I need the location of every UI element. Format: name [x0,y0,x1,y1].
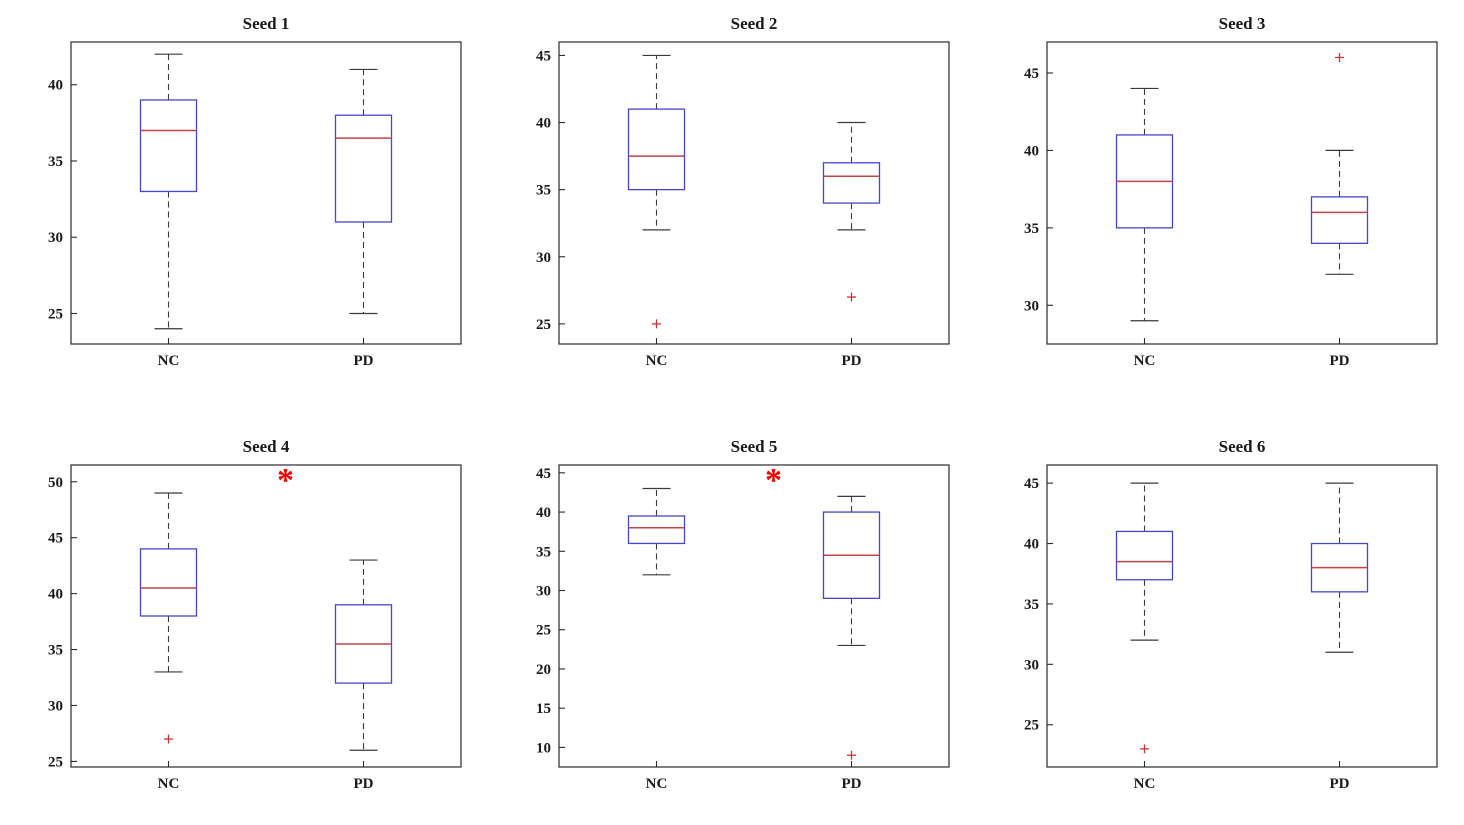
y-tick-label: 45 [536,466,551,482]
subplot-seed-5: Seed 5 10 15 20 25 30 35 40 45 NC PD * [536,437,950,792]
plot-axes [558,41,950,345]
y-tick-label: 30 [1024,298,1039,314]
y-tick-label: 45 [1024,66,1039,82]
y-tick-label: 20 [536,662,551,678]
y-tick-label: 40 [1024,143,1039,159]
subplot-title: Seed 3 [1219,14,1266,33]
x-tick-label: NC [1134,776,1156,792]
y-tick-label: 40 [536,116,551,132]
subplot-seed-3: Seed 3 30 35 40 45 NC PD [1024,14,1438,369]
iqr-box [627,515,686,545]
x-tick-label: PD [1330,776,1350,792]
outlier-marker [847,750,856,760]
box-group-pd: PD [334,68,393,369]
significance-asterisk: * [765,462,782,499]
plot-axes [1046,464,1438,768]
y-tick-label: 25 [536,317,551,333]
box-group-pd: PD [334,559,393,792]
y-tick-label: 30 [536,250,551,266]
subplot-seed-4: Seed 4 25 30 35 40 45 50 NC PD * [48,437,462,792]
x-tick-label: NC [158,776,180,792]
y-tick-label: 25 [1024,718,1039,734]
iqr-box [627,108,686,191]
y-tick-label: 30 [1024,657,1039,673]
plot-axes [70,41,462,345]
y-tick-label: 35 [536,183,551,199]
y-tick-label: 35 [1024,221,1039,237]
subplot-title: Seed 6 [1219,437,1266,456]
x-tick-label: NC [158,353,180,369]
subplot-cell-4: Seed 4 25 30 35 40 45 50 NC PD * [0,435,488,820]
x-tick-label: PD [354,353,374,369]
y-tick-label: 15 [536,701,551,717]
x-tick-label: PD [842,353,862,369]
chart-grid: Seed 1 25 30 35 40 NC PD Seed 2 25 30 35 40 45 NC PD Se… [0,12,1464,820]
x-tick-label: PD [354,776,374,792]
subplot-cell-6: Seed 6 25 30 35 40 45 NC PD [976,435,1464,820]
plot-axes [70,464,462,768]
subplot-seed-6: Seed 6 25 30 35 40 45 NC PD [1024,437,1438,792]
iqr-box [139,548,198,617]
x-tick-label: PD [1330,353,1350,369]
iqr-box [139,99,198,193]
iqr-box [334,114,393,223]
box-group-nc: NC [139,53,198,369]
y-tick-label: 35 [536,544,551,560]
y-tick-label: 25 [48,306,63,322]
subplot-cell-1: Seed 1 25 30 35 40 NC PD [0,12,488,397]
x-tick-label: NC [646,776,668,792]
subplot-seed-2: Seed 2 25 30 35 40 45 NC PD [536,14,950,369]
y-tick-label: 30 [48,230,63,246]
iqr-box [822,162,881,204]
box-group-pd: PD [822,121,881,369]
subplot-title: Seed 4 [243,437,290,456]
outlier-marker [847,292,856,302]
x-tick-label: NC [646,353,668,369]
significance-asterisk: * [277,462,294,499]
y-tick-label: 30 [48,698,63,714]
y-tick-label: 25 [48,754,63,770]
box-group-pd: PD [1310,482,1369,792]
y-tick-label: 10 [536,740,551,756]
box-group-nc: NC [627,487,686,792]
box-group-nc: NC [139,492,198,792]
subplot-cell-3: Seed 3 30 35 40 45 NC PD [976,12,1464,397]
box-group-pd: PD [822,495,881,792]
y-tick-label: 35 [48,643,63,659]
y-tick-label: 45 [1024,476,1039,492]
x-tick-label: PD [842,776,862,792]
box-group-nc: NC [627,54,686,369]
iqr-box [1115,530,1174,581]
outlier-marker [1140,744,1149,754]
plot-axes [1046,41,1438,345]
y-tick-label: 35 [1024,597,1039,613]
outlier-marker [1335,52,1344,62]
box-group-nc: NC [1115,87,1174,369]
plot-axes [558,464,950,768]
y-tick-label: 50 [48,475,63,491]
outlier-marker [164,734,173,744]
x-tick-label: NC [1134,353,1156,369]
y-tick-label: 40 [1024,537,1039,553]
y-tick-label: 45 [48,531,63,547]
y-tick-label: 40 [48,587,63,603]
subplot-cell-5: Seed 5 10 15 20 25 30 35 40 45 NC PD * [488,435,976,820]
y-tick-label: 40 [536,505,551,521]
y-tick-label: 45 [536,48,551,64]
subplot-cell-2: Seed 2 25 30 35 40 45 NC PD [488,12,976,397]
y-tick-label: 35 [48,154,63,170]
y-tick-label: 40 [48,78,63,94]
box-group-nc: NC [1115,482,1174,792]
y-tick-label: 30 [536,584,551,600]
subplot-title: Seed 5 [731,437,778,456]
iqr-box [1310,196,1369,244]
subplot-seed-1: Seed 1 25 30 35 40 NC PD [48,14,462,369]
box-group-pd: PD [1310,52,1369,369]
outlier-marker [652,319,661,329]
subplot-title: Seed 2 [731,14,778,33]
y-tick-label: 25 [536,623,551,639]
subplot-title: Seed 1 [243,14,290,33]
